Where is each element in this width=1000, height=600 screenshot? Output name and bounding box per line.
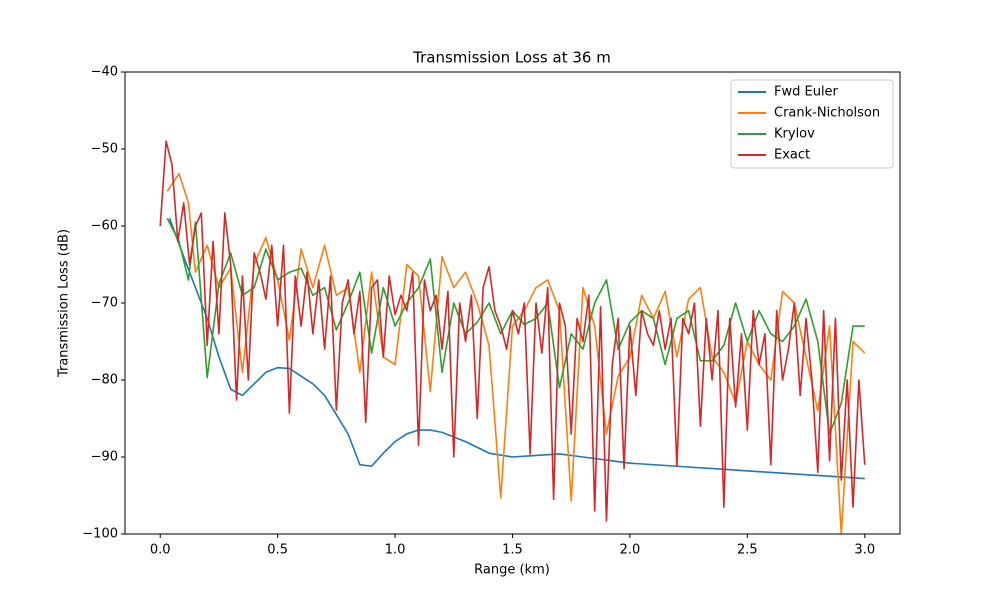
x-tick-label: 0.5 [267,543,288,558]
x-tick-label: 1.5 [502,543,523,558]
chart-title: Transmission Loss at 36 m [412,49,611,67]
y-axis-label: Transmission Loss (dB) [57,229,72,378]
legend: Fwd Euler Crank-Nicholson Krylov Exact [730,79,894,169]
y-tick-label: −50 [91,142,118,157]
y-tick-label: −70 [91,296,118,311]
y-tick-label: −80 [91,373,118,388]
x-tick-label: 0.0 [150,543,171,558]
series-line [166,172,866,534]
series-line [159,140,866,522]
x-tick-label: 1.0 [385,543,406,558]
x-axis-label: Range (km) [474,563,550,578]
y-tick-label: −40 [91,65,118,80]
legend-label: Fwd Euler [774,85,839,100]
x-tick-label: 2.5 [737,543,758,558]
y-tick-label: −60 [91,219,118,234]
legend-label: Crank-Nicholson [774,106,880,121]
series-line [168,218,865,480]
y-tick-label: −90 [91,450,118,465]
legend-label: Krylov [774,127,815,142]
y-tick-label: −100 [82,527,118,542]
x-tick-label: 2.0 [620,543,641,558]
legend-box [730,79,894,169]
legend-label: Exact [774,148,810,163]
x-tick-label: 3.0 [854,543,875,558]
plot-lines [159,140,866,534]
